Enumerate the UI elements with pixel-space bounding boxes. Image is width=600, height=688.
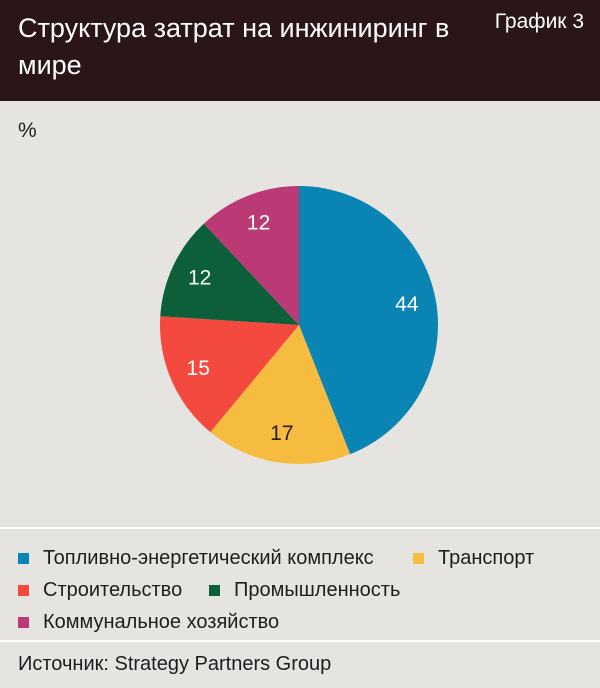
legend-label-transport: Транспорт: [438, 547, 535, 569]
legend-item-fuel-energy: Топливно-энергетический комплекс: [18, 547, 374, 570]
pie-slice-industry: [160, 223, 299, 325]
pie-label-utilities: 12: [247, 211, 270, 234]
legend-swatch-construction: [18, 585, 29, 596]
pie-slice-fuel-energy: [299, 186, 439, 455]
chart-title: Структура затрат на инжиниринг в мире: [18, 13, 450, 80]
pie-chart: 44 17 15 12 12: [160, 186, 439, 464]
legend-swatch-industry: [209, 585, 220, 596]
pie-label-industry: 12: [188, 267, 211, 290]
chart-number: График 3: [494, 10, 584, 33]
pie-label-transport: 17: [270, 422, 293, 445]
legend-label-construction: Строительство: [43, 579, 183, 601]
legend-label-fuel-energy: Топливно-энергетический комплекс: [43, 547, 374, 569]
pie-slice-transport: [210, 325, 351, 464]
chart-header: Структура затрат на инжиниринг в мире Гр…: [0, 0, 600, 101]
legend-item-transport: Транспорт: [413, 547, 534, 570]
pie-label-construction: 15: [187, 357, 210, 380]
legend-label-industry: Промышленность: [234, 579, 401, 601]
legend-swatch-utilities: [18, 617, 29, 628]
legend: Топливно-энергетический комплекс Транспо…: [0, 527, 600, 642]
unit-label: %: [18, 119, 37, 142]
legend-item-utilities: Коммунальное хозяйство: [18, 611, 279, 634]
legend-label-utilities: Коммунальное хозяйство: [43, 611, 280, 633]
legend-swatch-fuel-energy: [18, 553, 29, 564]
legend-item-industry: Промышленность: [209, 579, 400, 602]
legend-item-construction: Строительство: [18, 579, 182, 602]
pie-label-fuel-energy: 44: [395, 293, 419, 316]
pie-slice-utilities: [203, 186, 299, 325]
pie-slice-construction: [160, 316, 299, 433]
source-note: Источник: Strategy Partners Group: [18, 653, 332, 675]
legend-swatch-transport: [413, 553, 424, 564]
